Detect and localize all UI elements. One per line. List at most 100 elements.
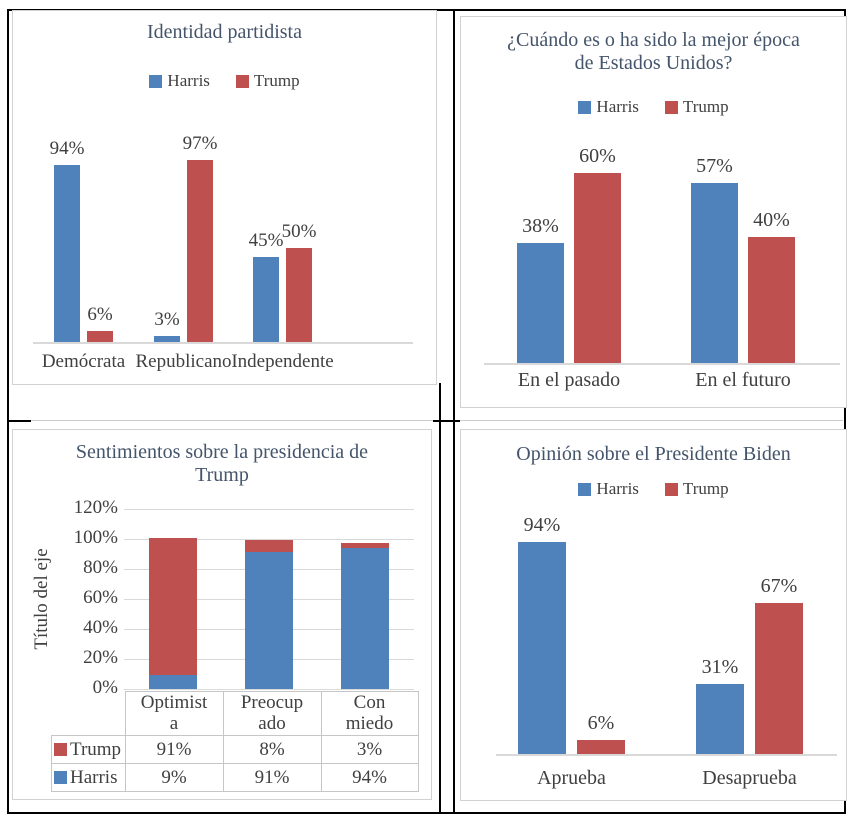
y-axis-tick-label: 20% bbox=[83, 647, 118, 668]
legend-item-harris: Harris bbox=[578, 97, 639, 117]
legend-label-trump: Trump bbox=[682, 479, 729, 498]
category-label: Desaprueba bbox=[702, 767, 797, 789]
harris-legend-swatch-icon bbox=[54, 770, 67, 784]
chart-data-table: Optimist a Preocup ado Con miedo Trump 91% 8%… bbox=[51, 691, 419, 792]
legend-item-trump: Trump bbox=[664, 97, 729, 117]
legend-item-harris: Harris bbox=[578, 479, 639, 499]
column-divider bbox=[453, 9, 455, 814]
chart-title: Identidad partidista bbox=[147, 21, 302, 43]
chart-legend: Harris Trump bbox=[461, 97, 846, 117]
category-label: Aprueba bbox=[537, 767, 606, 789]
row-divider-tick-left bbox=[7, 420, 31, 422]
chart-party-identity: Identidad partidista Harris Trump 94% 6% D… bbox=[12, 10, 437, 385]
legend-label-trump: Trump bbox=[253, 71, 300, 90]
plot-area: 94% 6% Demócrata 3% 97% Republicano 45% 50% Inde… bbox=[13, 11, 436, 384]
plot-area: 94% 6% Aprueba 31% 67% Desaprueba bbox=[461, 430, 846, 800]
legend-label-harris: Harris bbox=[596, 479, 639, 498]
y-axis-tick-label: 80% bbox=[83, 557, 118, 578]
trump-bar bbox=[187, 160, 213, 342]
plot-area: 38% 60% En el pasado 57% 40% En el futuro bbox=[461, 17, 846, 407]
legend-item-trump: Trump bbox=[664, 479, 729, 499]
category-label: Demócrata bbox=[41, 351, 126, 372]
value-label: 45% bbox=[248, 230, 284, 251]
chart-trump-presidency-feelings: Sentimientos sobre la presidencia de Tru… bbox=[12, 429, 432, 800]
column-divider-inner bbox=[439, 383, 441, 814]
value-label: 97% bbox=[182, 133, 218, 154]
trump-bar bbox=[577, 740, 625, 754]
table-value-cell: 3% bbox=[320, 734, 419, 764]
table-value-cell: 94% bbox=[320, 762, 419, 792]
table-series-key-cell: Trump bbox=[51, 734, 126, 764]
y-axis-tick-label: 60% bbox=[83, 587, 118, 608]
table-header-cell: Optimist a bbox=[124, 691, 224, 736]
trump-bar bbox=[245, 540, 293, 552]
value-label: 6% bbox=[87, 304, 113, 325]
value-label: 31% bbox=[701, 656, 739, 678]
legend-label-trump: Trump bbox=[682, 97, 729, 116]
table-value-cell: 9% bbox=[124, 762, 224, 792]
trump-bar bbox=[574, 173, 621, 363]
x-axis-line bbox=[484, 363, 840, 365]
y-axis-tick-label: 100% bbox=[73, 527, 118, 548]
row-divider-tick-mid bbox=[433, 420, 460, 422]
chart-biden-opinion: Opinión sobre el Presidente Biden Harris… bbox=[460, 429, 847, 801]
x-axis-line bbox=[33, 342, 413, 344]
plot-area: 0% 20% 40% 60% 80% 100% 120% Título del eje Opti… bbox=[13, 430, 431, 799]
category-label: En el futuro bbox=[695, 369, 791, 391]
harris-bar bbox=[54, 165, 80, 342]
trump-bar bbox=[341, 543, 389, 548]
y-axis-tick-label: 0% bbox=[92, 677, 118, 698]
table-header-cell: Preocup ado bbox=[222, 691, 322, 736]
harris-bar bbox=[517, 243, 564, 363]
category-label: Independente bbox=[231, 351, 334, 372]
value-label: 94% bbox=[49, 138, 85, 159]
harris-bar bbox=[253, 257, 279, 342]
value-label: 57% bbox=[696, 155, 733, 177]
trump-bar bbox=[149, 538, 197, 675]
value-label: 40% bbox=[753, 209, 790, 231]
chart-legend: Harris Trump bbox=[461, 479, 846, 499]
gridline bbox=[124, 689, 414, 690]
table-value-cell: 8% bbox=[222, 734, 322, 764]
value-label: 60% bbox=[579, 145, 616, 167]
harris-legend-swatch-icon bbox=[578, 482, 592, 496]
table-series-name: Trump bbox=[70, 738, 122, 760]
y-axis-tick-label: 120% bbox=[73, 497, 118, 518]
harris-bar bbox=[341, 548, 389, 689]
gridline bbox=[124, 539, 414, 540]
y-axis-tick-label: 40% bbox=[83, 617, 118, 638]
chart-title: Opinión sobre el Presidente Biden bbox=[516, 443, 791, 465]
table-corner-cell bbox=[52, 692, 126, 736]
chart-legend: Harris Trump bbox=[13, 71, 436, 91]
chart-best-era: ¿Cuándo es o ha sido la mejor época de E… bbox=[460, 16, 847, 408]
harris-bar bbox=[696, 684, 744, 754]
harris-legend-swatch-icon bbox=[578, 100, 592, 114]
harris-bar bbox=[154, 336, 180, 342]
legend-item-trump: Trump bbox=[235, 71, 300, 91]
table-header-cell: Con miedo bbox=[320, 691, 419, 736]
table-value-cell: 91% bbox=[222, 762, 322, 792]
category-label: En el pasado bbox=[517, 369, 621, 391]
harris-bar bbox=[149, 675, 197, 689]
value-label: 3% bbox=[154, 309, 180, 330]
trump-legend-swatch-icon bbox=[664, 100, 678, 114]
legend-label-harris: Harris bbox=[596, 97, 639, 116]
y-axis-title: Título del eje bbox=[31, 548, 52, 650]
table-border-left bbox=[7, 9, 9, 814]
chart-title: Sentimientos sobre la presidencia de Tru… bbox=[75, 441, 369, 486]
value-label: 38% bbox=[522, 215, 559, 237]
chart-title: ¿Cuándo es o ha sido la mejor época de E… bbox=[507, 29, 800, 74]
trump-bar bbox=[755, 603, 803, 754]
harris-bar bbox=[691, 183, 738, 363]
harris-legend-swatch-icon bbox=[149, 74, 163, 88]
row-divider bbox=[9, 420, 843, 421]
table-series-key-cell: Harris bbox=[51, 762, 126, 792]
trump-bar bbox=[286, 248, 312, 342]
table-value-cell: 91% bbox=[124, 734, 224, 764]
category-label: Republicano bbox=[135, 351, 232, 372]
gridline bbox=[124, 509, 414, 510]
trump-bar bbox=[748, 237, 795, 363]
trump-bar bbox=[87, 331, 113, 342]
table-border-bottom bbox=[7, 812, 846, 814]
